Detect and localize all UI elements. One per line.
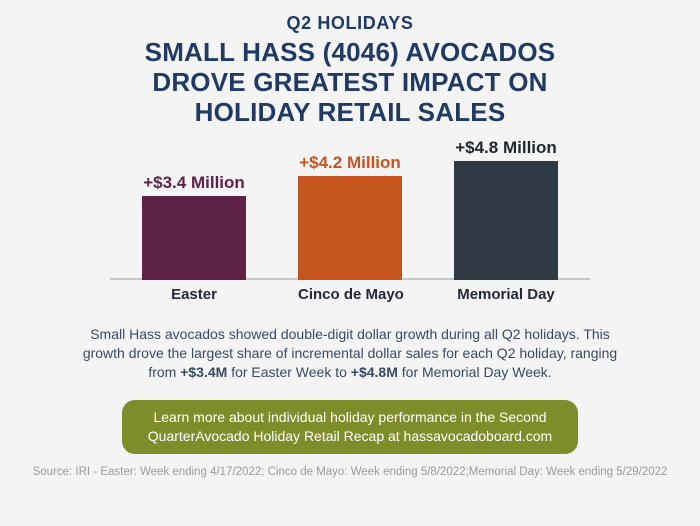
cta-banner-text: Learn more about individual holiday perf…: [148, 409, 552, 444]
summary-segment: for Easter Week to: [227, 364, 351, 380]
x-axis-label: Easter: [171, 286, 217, 303]
bar-value-label: +$4.8 Million: [455, 138, 557, 157]
text-line: DROVE GREATEST IMPACT ON: [152, 67, 548, 97]
bar-value-label: +$3.4 Million: [143, 173, 245, 192]
text-line: SMALL HASS (4046) AVOCADOS: [144, 37, 556, 67]
summary-segment: Small Hass avocados showed double-digit …: [82, 326, 618, 380]
bar-group: +$3.4 Million: [142, 173, 246, 280]
bar-chart: +$3.4 Million +$4.2 Million +$4.8 Million …: [0, 138, 700, 303]
text-line: Memorial Day: Week ending 5/29/2022: [468, 466, 668, 478]
eyebrow-label: Q2 HOLIDAYS: [286, 13, 414, 33]
text-line: HOLIDAY RETAIL SALES: [194, 97, 506, 127]
cta-banner[interactable]: Learn more about individual holiday perf…: [122, 400, 578, 454]
bar: [142, 196, 246, 280]
bar-group: +$4.2 Million: [298, 153, 402, 280]
summary-highlight: +$4.8M: [350, 364, 398, 380]
page-title: SMALL HASS (4046) AVOCADOS DROVE GREATEST…: [0, 37, 700, 127]
source-note: Source: IRI - Easter: Week ending 4/17/2…: [0, 465, 700, 479]
bar-group: +$4.8 Million: [454, 138, 558, 280]
bar-value-label: +$4.2 Million: [299, 153, 401, 172]
bar: [454, 161, 558, 280]
text-line: Source: IRI - Easter: Week ending 4/17/2…: [32, 466, 469, 478]
text-line: Avocado Holiday Retail Recap at hassavoc…: [195, 428, 553, 444]
text-line: Learn more about individual holiday perf…: [147, 409, 547, 444]
chart-plot-area: +$3.4 Million +$4.2 Million +$4.8 Million: [0, 138, 700, 280]
x-axis-labels: Easter Cinco de Mayo Memorial Day: [0, 286, 700, 303]
bar: [298, 176, 402, 280]
summary-highlight: +$3.4M: [180, 364, 228, 380]
x-axis-label: Memorial Day: [457, 286, 555, 303]
summary-segment: for Memorial Day Week.: [397, 364, 552, 380]
summary-text: Small Hass avocados showed double-digit …: [80, 325, 620, 382]
x-axis-label: Cinco de Mayo: [298, 286, 404, 303]
